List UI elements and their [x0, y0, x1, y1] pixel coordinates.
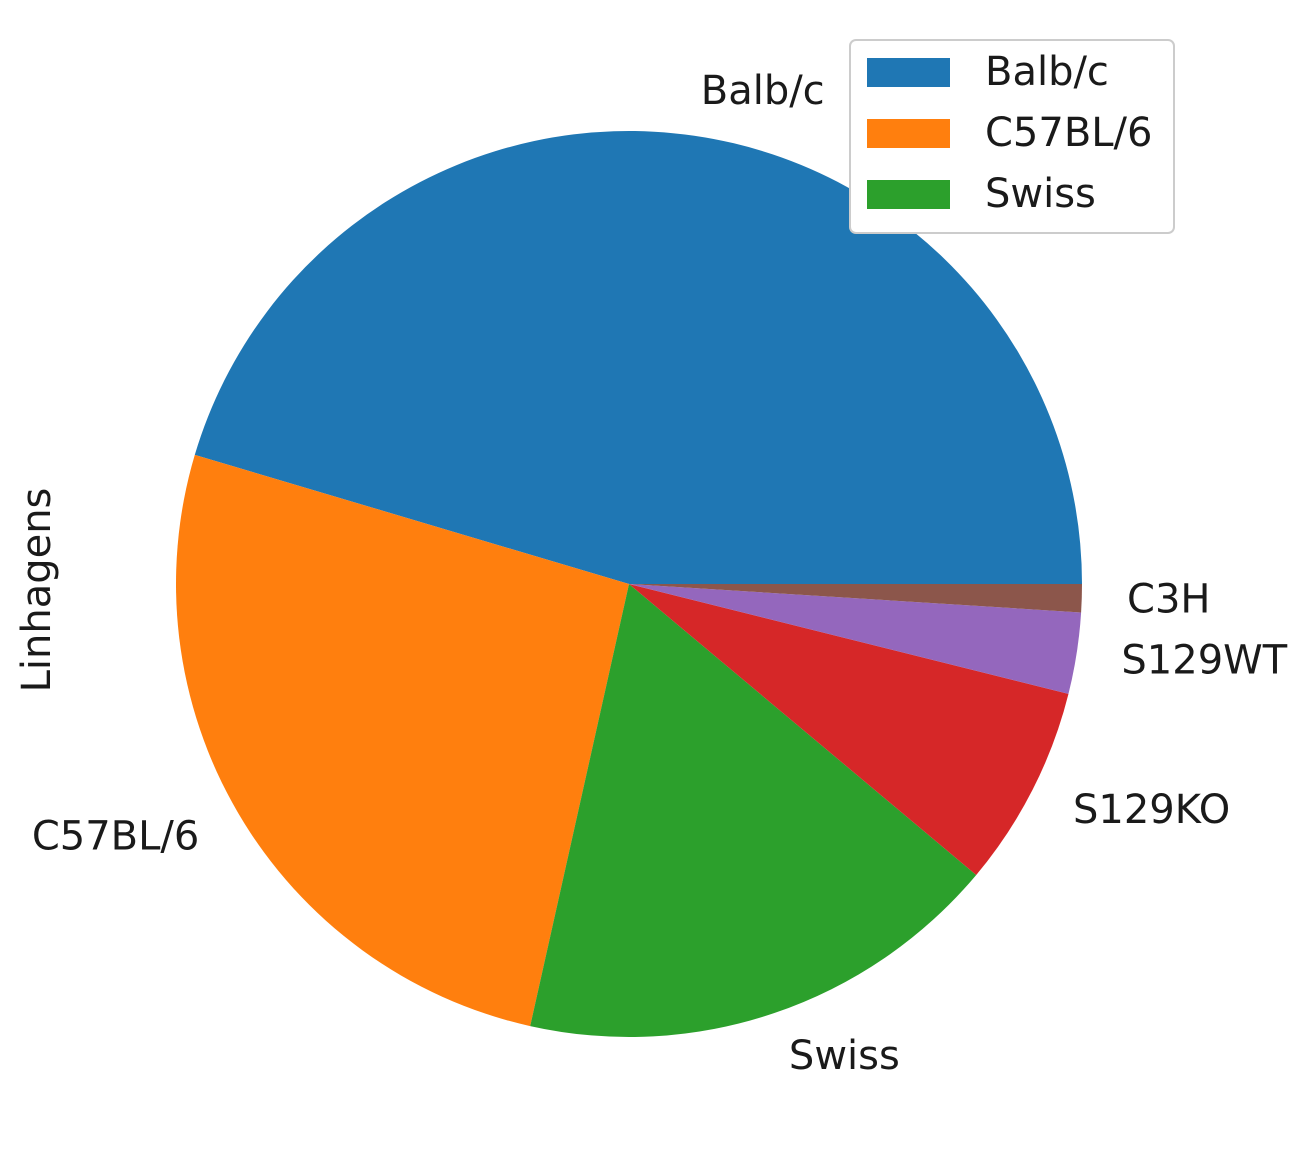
- y-axis-label: Linhagens: [14, 488, 60, 693]
- pie-slice-c57bl-6: [176, 454, 630, 1027]
- slice-label-swiss: Swiss: [789, 1033, 900, 1079]
- slice-label-c3h: C3H: [1127, 577, 1210, 623]
- pie-slice-balb-c: [194, 130, 1083, 584]
- pie-slice-s129wt: [629, 584, 1082, 694]
- legend-label: Balb/c: [985, 49, 1109, 95]
- slice-label-s129ko: S129KO: [1073, 787, 1230, 833]
- pie-slices: [176, 130, 1083, 1037]
- slice-label-s129wt: S129WT: [1121, 637, 1287, 683]
- legend-label: Swiss: [985, 171, 1096, 217]
- slice-labels: Balb/c C57BL/6 Swiss S129KO S129WT C3H: [32, 68, 1288, 1079]
- legend-items: Balb/c C57BL/6 Swiss: [867, 49, 1152, 217]
- legend-label: C57BL/6: [985, 110, 1152, 156]
- legend-swatch: [867, 58, 950, 87]
- pie-slice-swiss: [530, 584, 977, 1037]
- pie-slice-c3h: [629, 584, 1082, 613]
- legend-swatch: [867, 119, 950, 148]
- pie-slice-s129ko: [629, 584, 1069, 875]
- legend: Balb/c C57BL/6 Swiss: [849, 39, 1175, 234]
- legend-swatch: [867, 180, 950, 209]
- slice-label-balb-c: Balb/c: [701, 68, 825, 114]
- slice-label-c57bl-6: C57BL/6: [32, 813, 199, 859]
